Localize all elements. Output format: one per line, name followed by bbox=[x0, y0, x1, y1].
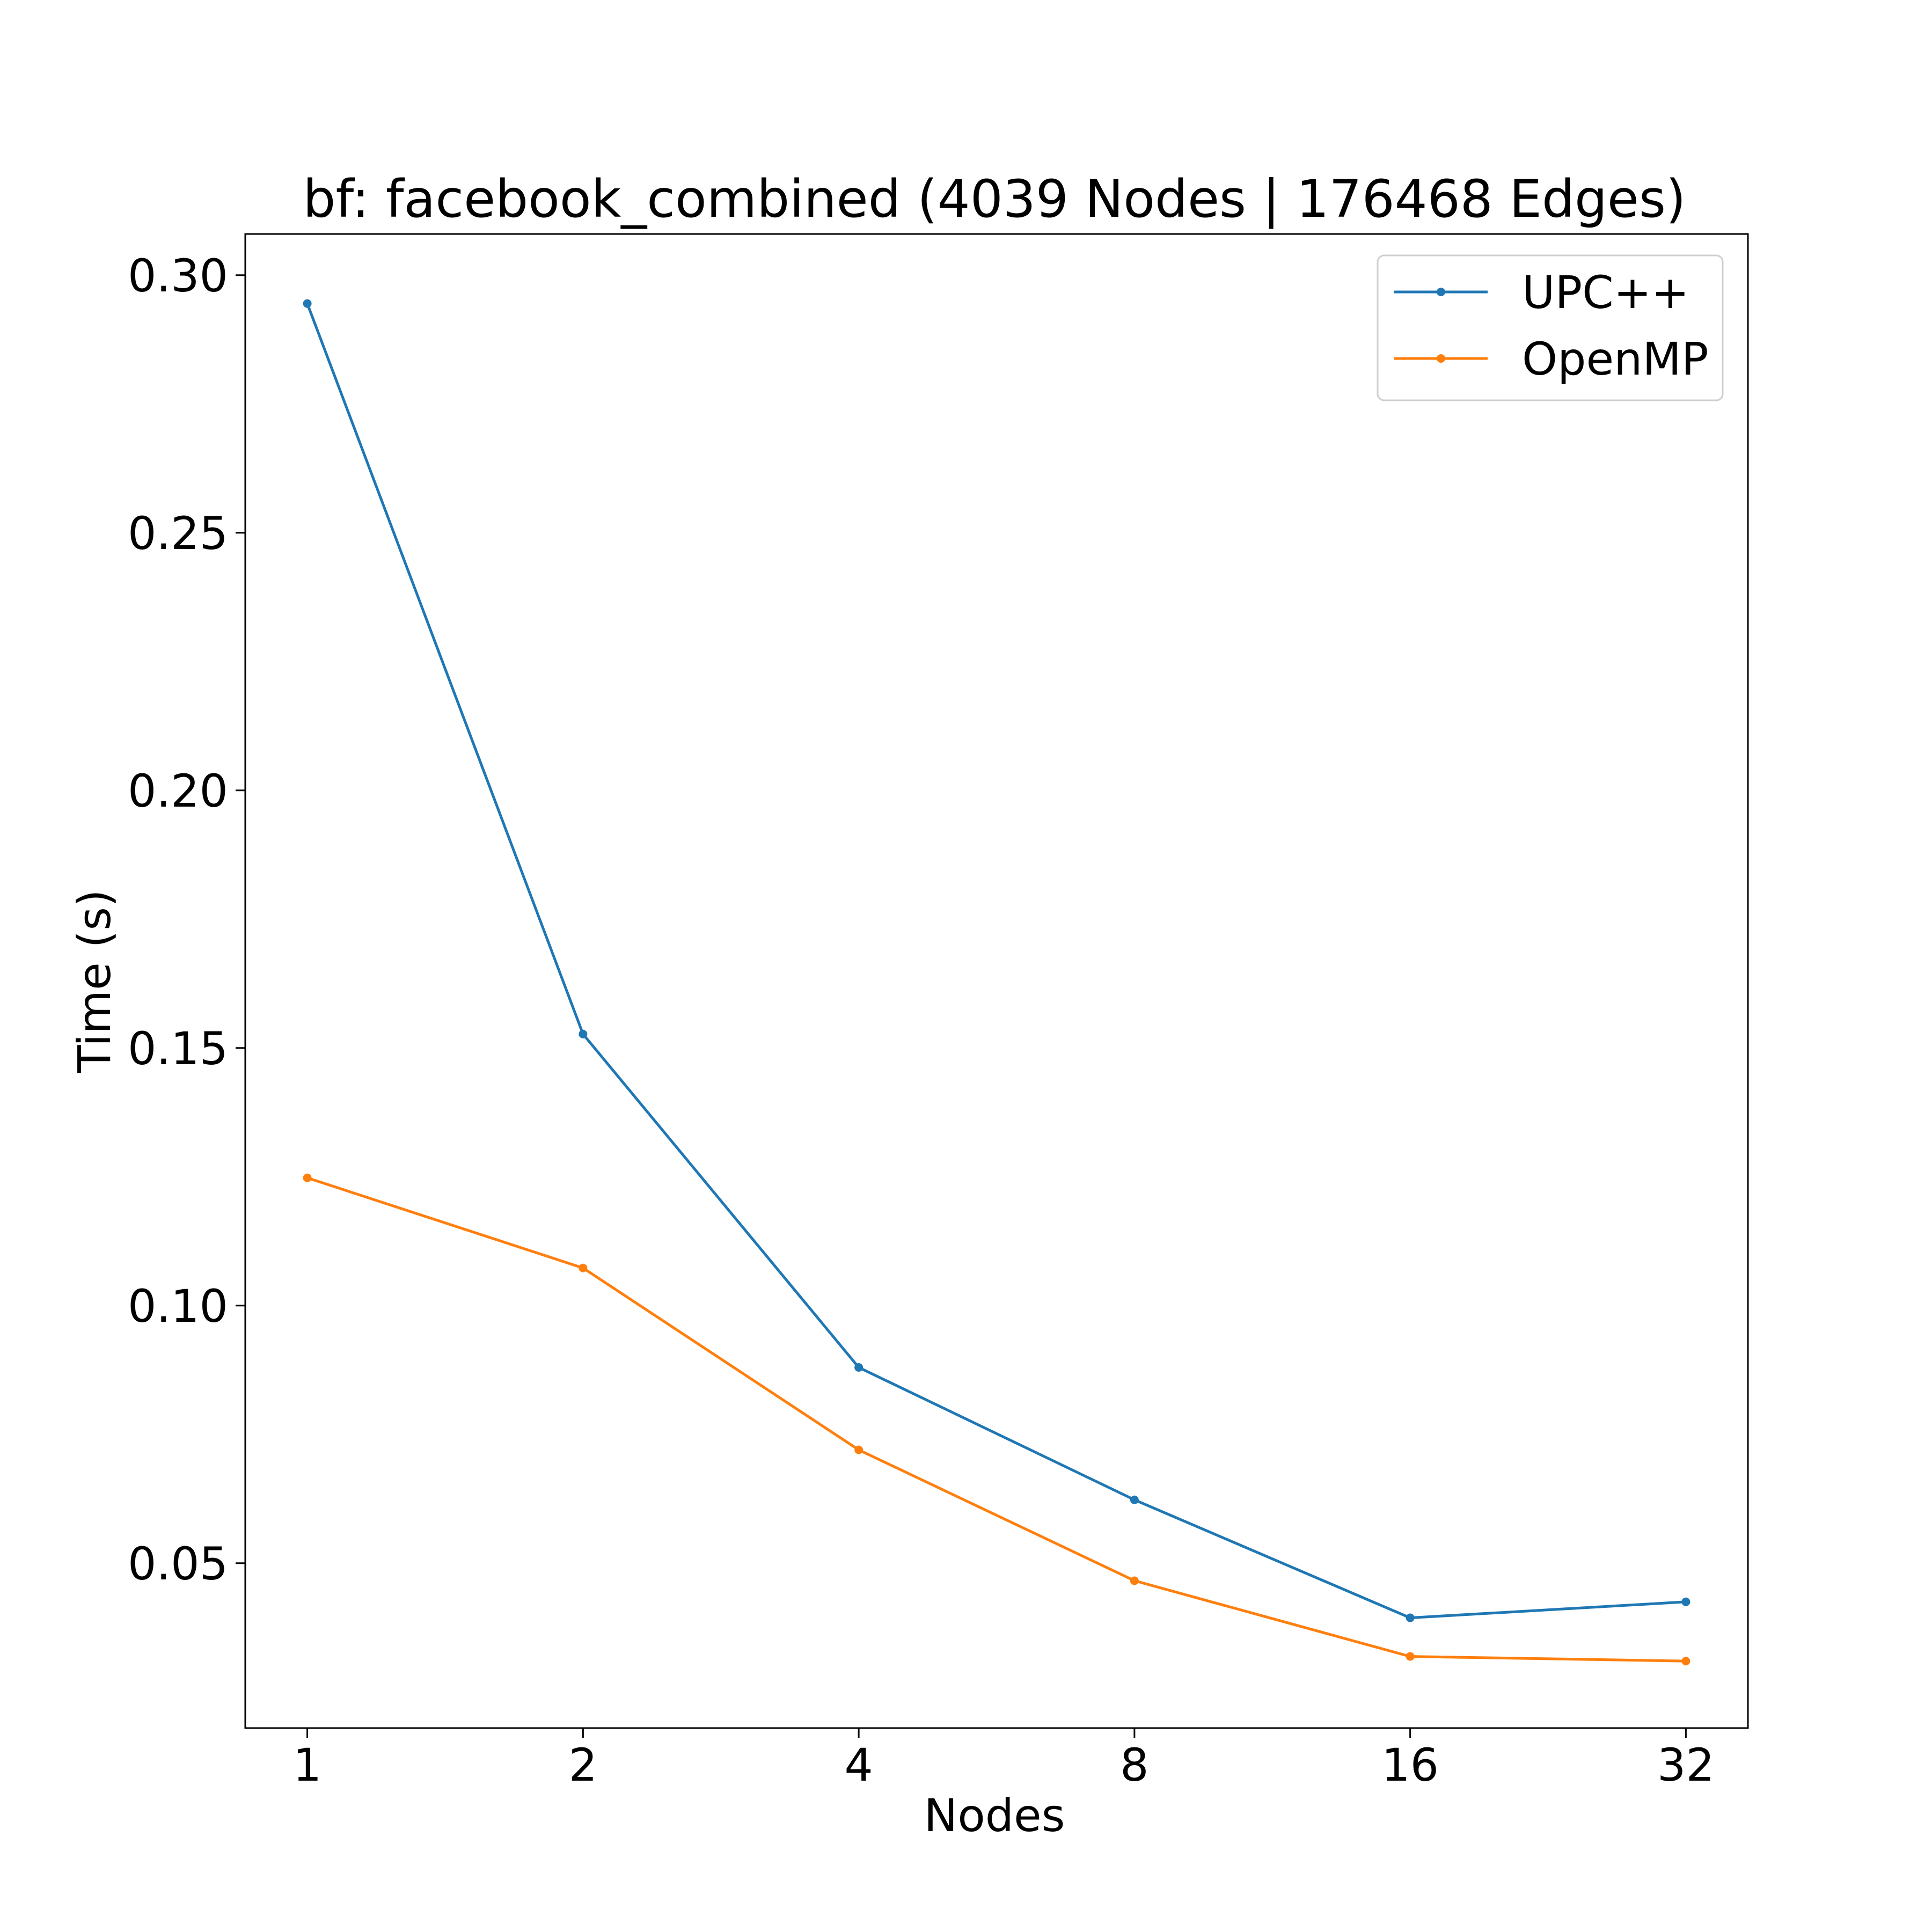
y-tick-label: 0.15 bbox=[128, 1022, 228, 1075]
x-tick-label: 4 bbox=[844, 1739, 873, 1791]
data-point bbox=[854, 1445, 863, 1454]
data-point bbox=[1681, 1657, 1690, 1666]
data-point bbox=[579, 1263, 588, 1272]
x-axis: 1 2 4 8 16 32 bbox=[293, 1728, 1715, 1791]
axes-frame bbox=[244, 233, 1749, 1729]
x-tick-label: 1 bbox=[293, 1739, 321, 1791]
x-axis-label: Nodes bbox=[924, 1789, 1065, 1842]
data-point bbox=[854, 1363, 863, 1372]
data-point bbox=[579, 1029, 588, 1038]
series-line bbox=[306, 303, 1686, 1620]
x-tick-label: 32 bbox=[1657, 1739, 1715, 1791]
x-tick-label: 8 bbox=[1120, 1739, 1148, 1791]
legend-label: UPC++ bbox=[1522, 266, 1689, 319]
x-tick-label: 2 bbox=[569, 1739, 597, 1791]
chart-title: bf: facebook_combined (4039 Nodes | 1764… bbox=[303, 169, 1686, 230]
series-upc- bbox=[303, 299, 1690, 1622]
series-line bbox=[306, 1176, 1686, 1663]
y-tick-label: 0.30 bbox=[128, 250, 228, 302]
data-point bbox=[1130, 1576, 1139, 1585]
x-tick-label: 16 bbox=[1381, 1739, 1439, 1791]
data-point bbox=[303, 1173, 312, 1182]
legend: UPC++ OpenMP bbox=[1377, 254, 1724, 401]
series-layer bbox=[303, 299, 1690, 1666]
y-tick-label: 0.05 bbox=[128, 1538, 228, 1590]
y-axis: 0.05 0.10 0.15 0.20 0.25 0.30 bbox=[128, 250, 245, 1590]
data-point bbox=[1681, 1597, 1690, 1606]
plot-area bbox=[244, 233, 1749, 1729]
legend-label: OpenMP bbox=[1522, 333, 1708, 385]
data-point bbox=[1406, 1652, 1415, 1661]
data-point bbox=[303, 299, 312, 308]
y-tick-label: 0.25 bbox=[128, 507, 228, 560]
data-point bbox=[1406, 1613, 1415, 1622]
y-tick-label: 0.20 bbox=[128, 765, 228, 817]
data-point bbox=[1130, 1495, 1139, 1504]
legend-marker bbox=[1437, 288, 1445, 296]
legend-marker bbox=[1437, 354, 1445, 363]
y-tick-label: 0.10 bbox=[128, 1280, 228, 1333]
y-axis-label: Time (s) bbox=[68, 889, 121, 1073]
series-openmp bbox=[303, 1173, 1690, 1666]
